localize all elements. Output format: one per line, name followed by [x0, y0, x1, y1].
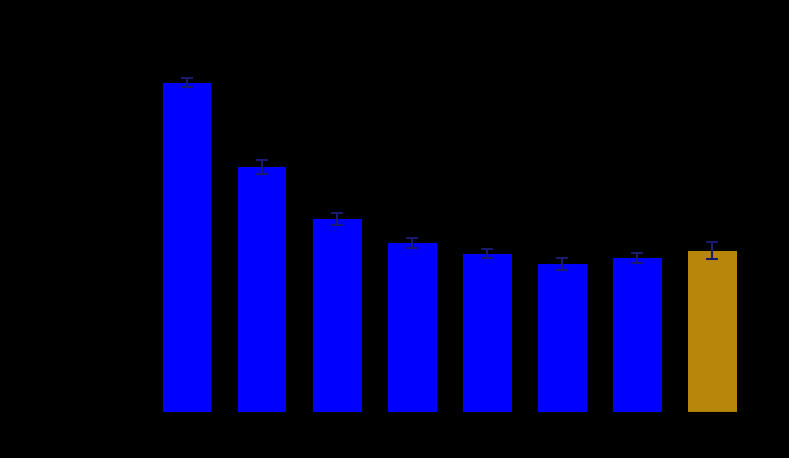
Bar: [688, 251, 737, 412]
Bar: [538, 264, 587, 412]
Bar: [237, 167, 286, 412]
Bar: [463, 254, 511, 412]
Bar: [163, 82, 211, 412]
Bar: [312, 219, 361, 412]
Bar: [613, 258, 662, 412]
Bar: [388, 243, 436, 412]
